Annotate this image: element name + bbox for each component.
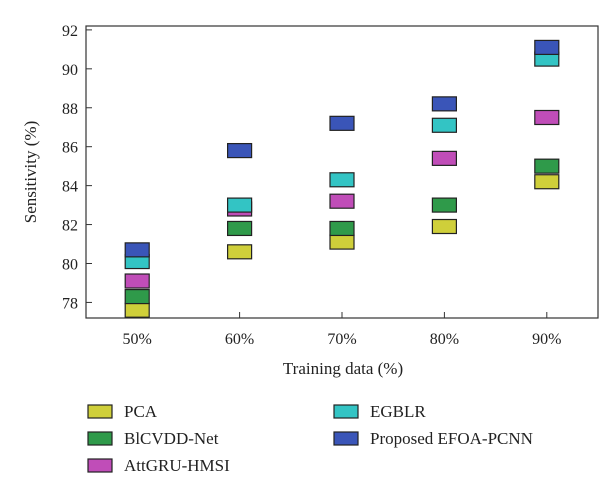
marker-proposed-efoa-pcnn: [124, 242, 150, 258]
x-tick-label: 50%: [123, 331, 152, 348]
marker-attgru-hmsi: [431, 150, 457, 166]
marker-blcvdd-net: [329, 220, 355, 237]
legend-swatch-proposed-efoa-pcnn: [333, 431, 359, 446]
plot-area: 78 80 82 84 86 88 90 92 50% 60% 70% 80% 90%: [62, 23, 599, 348]
legend: PCA BlCVDD-Net AttGRU-HMSI EGBLR Proposed EF…: [87, 402, 533, 475]
marker-pca: [124, 302, 150, 318]
marker-egblr: [329, 172, 355, 188]
legend-swatch-blcvdd-net: [87, 431, 113, 446]
legend-swatch-attgru-hmsi: [87, 458, 113, 473]
y-tick-label: 92: [62, 23, 78, 40]
marker-blcvdd-net: [534, 158, 560, 174]
y-tick-label: 82: [62, 218, 78, 235]
marker-blcvdd-net: [431, 197, 457, 213]
y-tick-label: 80: [62, 256, 78, 273]
y-tick-label: 86: [62, 140, 78, 157]
marker-egblr: [227, 197, 253, 213]
legend-label-egblr: EGBLR: [370, 402, 426, 421]
marker-blcvdd-net: [124, 288, 150, 305]
y-tick-label: 90: [62, 62, 78, 79]
marker-pca: [534, 174, 560, 190]
marker-proposed-efoa-pcnn: [227, 142, 253, 159]
x-tick-label: 60%: [225, 331, 254, 348]
marker-proposed-efoa-pcnn: [431, 96, 457, 112]
legend-label-attgru-hmsi: AttGRU-HMSI: [124, 456, 230, 475]
x-axis-label: Training data (%): [283, 359, 403, 378]
y-axis-label: Sensitivity (%): [21, 121, 40, 223]
legend-swatch-egblr: [333, 404, 359, 419]
legend-swatch-pca: [87, 404, 113, 419]
marker-attgru-hmsi: [534, 109, 560, 126]
y-tick-label: 78: [62, 295, 78, 312]
plot-frame: [85, 25, 599, 319]
marker-egblr: [431, 117, 457, 133]
marker-pca: [431, 218, 457, 235]
y-tick-label: 84: [62, 179, 78, 196]
x-tick-label: 70%: [327, 331, 356, 348]
marker-attgru-hmsi: [124, 273, 150, 289]
marker-pca: [329, 234, 355, 250]
marker-proposed-efoa-pcnn: [329, 115, 355, 131]
legend-label-blcvdd-net: BlCVDD-Net: [124, 429, 219, 448]
x-tick-label: 90%: [532, 331, 561, 348]
marker-attgru-hmsi: [329, 193, 355, 209]
marker-pca: [227, 244, 253, 260]
legend-label-proposed-efoa-pcnn: Proposed EFOA-PCNN: [370, 429, 533, 448]
x-tick-label: 80%: [430, 331, 459, 348]
legend-label-pca: PCA: [124, 402, 158, 421]
marker-blcvdd-net: [227, 220, 253, 237]
marker-proposed-efoa-pcnn: [534, 39, 560, 56]
y-tick-label: 88: [62, 101, 78, 118]
